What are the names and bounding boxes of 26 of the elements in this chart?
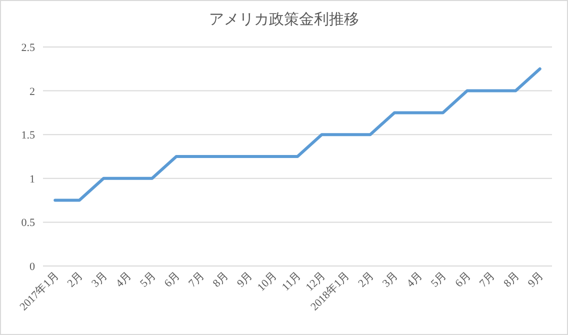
- x-tick-label: 11月: [280, 270, 304, 294]
- chart-title: アメリカ政策金利推移: [209, 11, 359, 28]
- y-tick-label: 1.5: [21, 130, 36, 142]
- y-tick-label: 2.5: [21, 42, 36, 54]
- x-tick-label: 4月: [404, 270, 425, 290]
- x-tick-label: 9月: [234, 270, 256, 290]
- y-tick-label: 0: [30, 261, 36, 273]
- x-tick-label: 4月: [114, 270, 134, 290]
- x-tick-label: 2月: [65, 270, 86, 290]
- x-tick-label: 3月: [380, 270, 401, 290]
- y-tick-label: 2: [30, 86, 35, 98]
- x-tick-label: 5月: [138, 270, 158, 290]
- x-tick-label: 2月: [356, 270, 376, 290]
- x-tick-label: 10月: [255, 270, 280, 294]
- y-tick-label: 1: [30, 173, 35, 186]
- line-series: [54, 67, 542, 202]
- x-tick-label: 7月: [186, 270, 207, 290]
- x-tick-label: 5月: [428, 270, 450, 290]
- x-tick-label: 9月: [526, 270, 546, 290]
- x-tick-label: 3月: [90, 270, 110, 290]
- y-tick-label: 0.5: [21, 217, 36, 230]
- x-tick-label: 7月: [477, 270, 498, 290]
- x-tick-label: 8月: [502, 270, 522, 290]
- x-tick-label: 6月: [162, 270, 182, 290]
- x-tick-label: 8月: [210, 270, 231, 290]
- x-tick-label: 6月: [453, 270, 474, 290]
